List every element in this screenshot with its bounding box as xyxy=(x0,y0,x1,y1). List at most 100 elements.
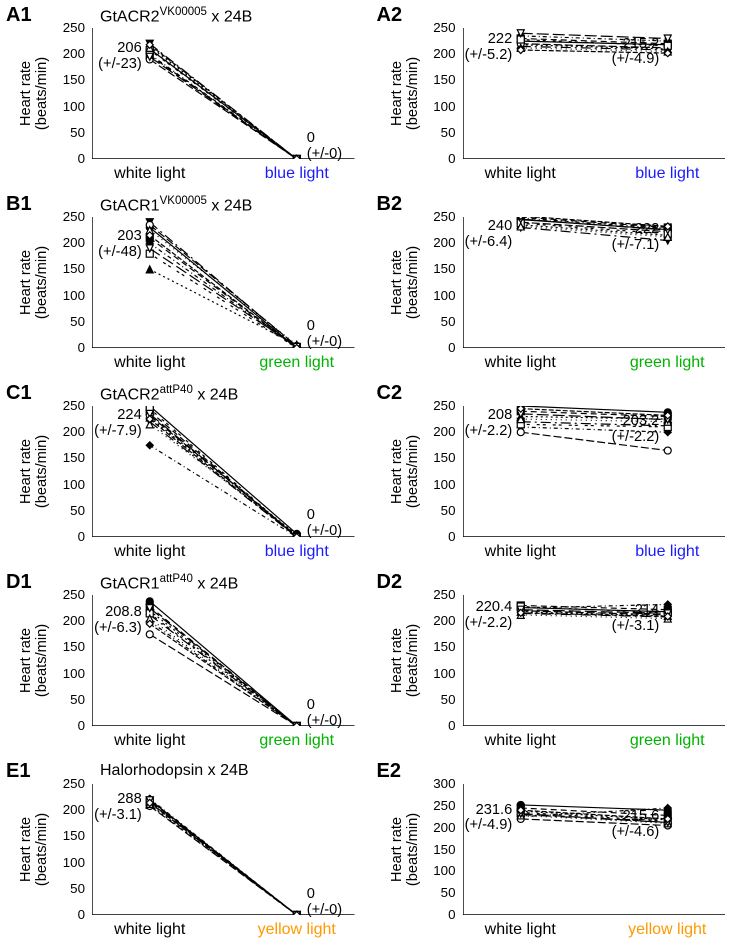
y-tick-label: 100 xyxy=(416,666,456,681)
x-category-label: green light xyxy=(617,732,717,750)
panel-label: E1 xyxy=(6,760,30,783)
x-category-label: white light xyxy=(470,165,570,183)
mean-annotation-left: 208(+/-2.2) xyxy=(442,408,512,440)
x-category-label: white light xyxy=(470,921,570,939)
panel-label: E2 xyxy=(377,760,401,783)
y-tick-label: 150 xyxy=(45,828,85,843)
y-tick-label: 50 xyxy=(416,692,456,707)
y-tick-label: 100 xyxy=(416,288,456,303)
mean-annotation-left: 208.8(+/-6.3) xyxy=(72,605,142,637)
x-category-label: white light xyxy=(100,921,200,939)
x-category-label: yellow light xyxy=(617,921,717,939)
panel-label: B2 xyxy=(377,193,403,216)
y-tick-label: 50 xyxy=(45,125,85,140)
mean-annotation-left: 220.4(+/-2.2) xyxy=(442,600,512,632)
y-tick-label: 150 xyxy=(45,72,85,87)
x-category-label: blue light xyxy=(247,165,347,183)
y-tick-label: 100 xyxy=(45,99,85,114)
x-category-label: green light xyxy=(247,354,347,372)
mean-annotation-right: 222(+/-7.1) xyxy=(589,222,659,254)
panel-label: B1 xyxy=(6,193,32,216)
mean-annotation-right: 215.6(+/-4.6) xyxy=(589,809,659,841)
panel-A2: A2Heart rate(beats/min)050100150200250wh… xyxy=(371,0,741,189)
x-category-label: white light xyxy=(100,732,200,750)
x-category-label: green light xyxy=(617,354,717,372)
y-tick-label: 100 xyxy=(45,288,85,303)
mean-annotation-left: 224(+/-7.9) xyxy=(72,408,142,440)
y-tick-label: 0 xyxy=(45,340,85,355)
y-tick-label: 150 xyxy=(45,261,85,276)
panel-B1: B1GtACR1VK00005 x 24BHeart rate(beats/mi… xyxy=(0,189,371,378)
y-tick-label: 150 xyxy=(416,450,456,465)
y-tick-label: 50 xyxy=(416,885,456,900)
y-tick-label: 0 xyxy=(45,718,85,733)
y-tick-label: 150 xyxy=(416,842,456,857)
y-tick-label: 0 xyxy=(45,529,85,544)
y-tick-label: 0 xyxy=(416,151,456,166)
y-tick-label: 100 xyxy=(416,477,456,492)
y-tick-label: 0 xyxy=(416,529,456,544)
panel-D1: D1GtACR1attP40 x 24BHeart rate(beats/min… xyxy=(0,567,371,756)
mean-annotation-right: 214(+/-3.1) xyxy=(589,603,659,635)
y-tick-label: 250 xyxy=(45,209,85,224)
y-tick-label: 0 xyxy=(416,718,456,733)
y-tick-label: 150 xyxy=(45,450,85,465)
y-tick-label: 50 xyxy=(416,503,456,518)
y-tick-label: 100 xyxy=(45,666,85,681)
panel-D2: D2Heart rate(beats/min)050100150200250wh… xyxy=(371,567,741,756)
y-tick-label: 250 xyxy=(45,776,85,791)
panel-label: C1 xyxy=(6,382,32,405)
y-tick-label: 100 xyxy=(416,99,456,114)
mean-annotation-right: 0(+/-0) xyxy=(307,508,367,540)
panel-C1: C1GtACR2attP40 x 24BHeart rate(beats/min… xyxy=(0,378,371,567)
panel-E2: E2Heart rate(beats/min)05010015020025030… xyxy=(371,756,741,945)
panel-E1: E1Halorhodopsin x 24BHeart rate(beats/mi… xyxy=(0,756,371,945)
panel-label: D2 xyxy=(377,571,403,594)
x-category-label: green light xyxy=(247,732,347,750)
mean-annotation-right: 0(+/-0) xyxy=(307,698,367,730)
y-tick-label: 250 xyxy=(45,20,85,35)
panel-title: Halorhodopsin x 24B xyxy=(100,762,249,780)
y-tick-label: 50 xyxy=(45,314,85,329)
y-tick-label: 100 xyxy=(416,863,456,878)
x-category-label: blue light xyxy=(617,543,717,561)
panel-label: C2 xyxy=(377,382,403,405)
x-category-label: white light xyxy=(100,165,200,183)
y-tick-label: 50 xyxy=(416,314,456,329)
y-tick-label: 0 xyxy=(45,151,85,166)
y-tick-label: 150 xyxy=(416,72,456,87)
y-tick-label: 0 xyxy=(45,907,85,922)
mean-annotation-left: 231.6(+/-4.9) xyxy=(442,803,512,835)
mean-annotation-left: 206(+/-23) xyxy=(72,41,142,73)
mean-annotation-right: 203.2(+/-2.2) xyxy=(589,414,659,446)
mean-annotation-right: 0(+/-0) xyxy=(307,887,367,919)
panel-title: GtACR1attP40 x 24B xyxy=(100,573,238,593)
y-tick-label: 0 xyxy=(416,340,456,355)
y-tick-label: 50 xyxy=(45,881,85,896)
x-category-label: white light xyxy=(100,354,200,372)
mean-annotation-left: 288(+/-3.1) xyxy=(72,792,142,824)
y-tick-label: 250 xyxy=(45,587,85,602)
y-tick-label: 50 xyxy=(416,125,456,140)
mean-annotation-right: 0(+/-0) xyxy=(307,319,367,351)
mean-annotation-right: 0(+/-0) xyxy=(307,131,367,163)
panel-title: GtACR1VK00005 x 24B xyxy=(100,195,252,215)
mean-annotation-left: 240(+/-6.4) xyxy=(442,219,512,251)
mean-annotation-left: 203(+/-48) xyxy=(72,229,142,261)
x-category-label: white light xyxy=(100,543,200,561)
panel-B2: B2Heart rate(beats/min)050100150200250wh… xyxy=(371,189,741,378)
panel-title: GtACR2attP40 x 24B xyxy=(100,384,238,404)
panel-label: A1 xyxy=(6,4,32,27)
x-category-label: white light xyxy=(470,543,570,561)
y-tick-label: 100 xyxy=(45,477,85,492)
panel-title: GtACR2VK00005 x 24B xyxy=(100,6,252,26)
x-category-label: blue light xyxy=(247,543,347,561)
y-tick-label: 50 xyxy=(45,503,85,518)
y-tick-label: 150 xyxy=(45,639,85,654)
y-tick-label: 0 xyxy=(416,907,456,922)
x-category-label: blue light xyxy=(617,165,717,183)
panel-C2: C2Heart rate(beats/min)050100150200250wh… xyxy=(371,378,741,567)
mean-annotation-left: 222(+/-5.2) xyxy=(442,32,512,64)
panel-A1: A1GtACR2VK00005 x 24BHeart rate(beats/mi… xyxy=(0,0,371,189)
panel-label: A2 xyxy=(377,4,403,27)
